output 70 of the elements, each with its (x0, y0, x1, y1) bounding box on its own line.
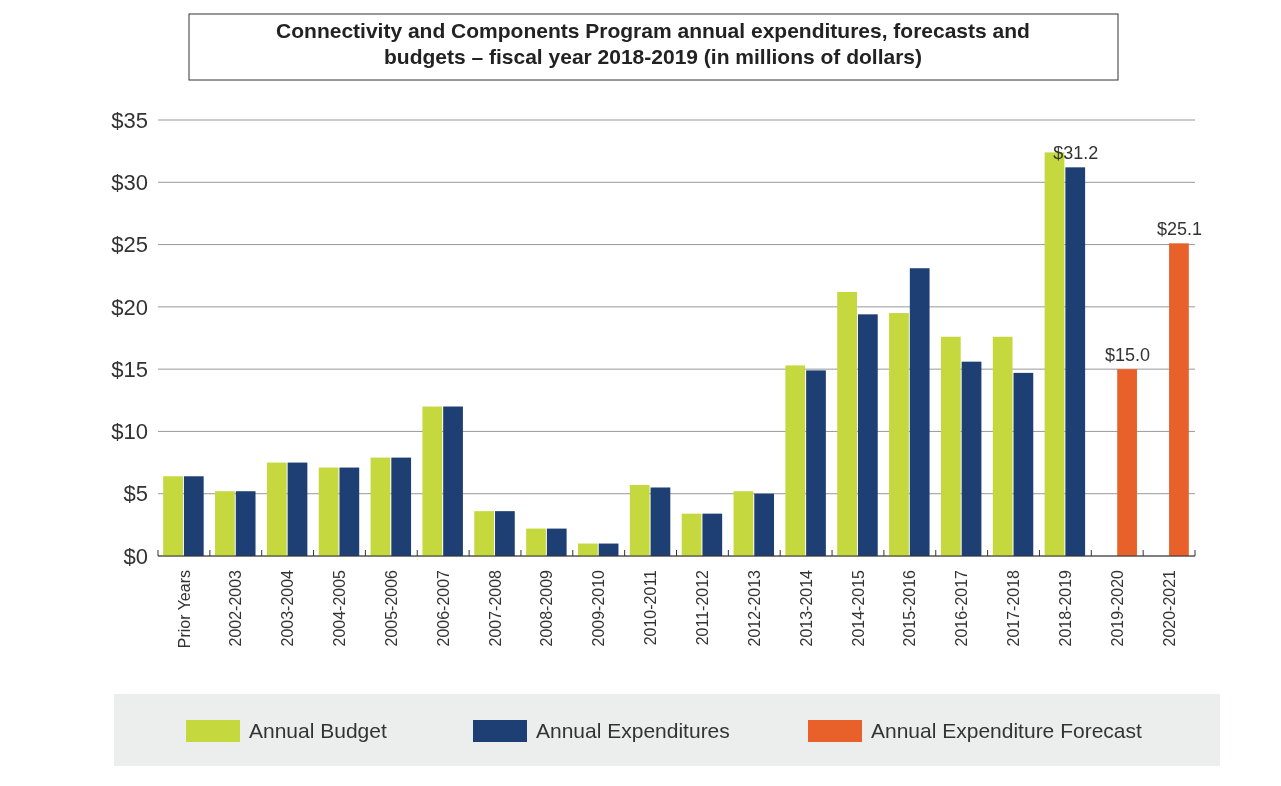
bar (785, 365, 806, 556)
x-tick-label: 2011-2012 (694, 569, 712, 646)
x-tick-label: 2012-2013 (745, 569, 763, 647)
bar (992, 336, 1013, 556)
bar (909, 268, 930, 556)
bar (857, 314, 878, 556)
bar (681, 513, 702, 556)
bar (215, 491, 235, 556)
y-tick-label: $20 (111, 294, 148, 320)
x-tick-label: Prior Years (175, 570, 193, 649)
bar (391, 457, 412, 556)
y-tick-label: $15 (111, 356, 148, 382)
legend-label: Annual Expenditures (536, 719, 730, 743)
y-tick-label: $10 (111, 419, 148, 445)
x-tick-label: 2002-2003 (227, 569, 245, 647)
x-tick-label: 2003-2004 (279, 569, 297, 647)
bar (961, 361, 982, 556)
bar (806, 370, 826, 556)
bar (495, 511, 515, 556)
y-tick-label: $25 (111, 232, 148, 258)
bar (163, 476, 183, 556)
y-tick-label: $0 (123, 543, 148, 569)
bar (422, 406, 443, 556)
bar (1117, 369, 1137, 556)
data-label: $15.0 (1105, 345, 1151, 366)
x-tick-label: 2004-2005 (331, 569, 349, 647)
y-tick-label: $30 (111, 169, 148, 195)
legend-label: Annual Budget (249, 719, 387, 743)
x-tick-label: 2005-2006 (382, 569, 400, 647)
x-tick-label: 2006-2007 (434, 569, 452, 647)
x-tick-label: 2014-2015 (849, 569, 867, 647)
bar (1169, 243, 1189, 556)
x-tick-label: 2015-2016 (901, 569, 919, 647)
bar (702, 513, 723, 556)
bar (733, 491, 754, 556)
data-label: $25.1 (1156, 219, 1202, 240)
bar (650, 487, 671, 556)
x-tick-label: 2010-2011 (642, 569, 660, 646)
bar (474, 511, 495, 556)
bar (629, 484, 650, 556)
y-tick-label: $35 (111, 107, 148, 133)
bar (266, 462, 287, 556)
x-tick-label: 2009-2010 (590, 569, 608, 647)
x-tick-label: 2008-2009 (538, 569, 556, 647)
y-tick-label: $5 (123, 481, 148, 507)
x-tick-label: 2016-2017 (953, 569, 971, 647)
bar (889, 313, 909, 556)
x-tick-label: 2019-2020 (1108, 569, 1126, 647)
bar (287, 462, 308, 556)
x-tick-label: 2017-2018 (1005, 569, 1023, 647)
bar (526, 528, 546, 556)
x-tick-label: 2013-2014 (797, 569, 815, 647)
bar (318, 467, 339, 556)
bar (183, 476, 204, 556)
x-tick-label: 2007-2008 (486, 569, 504, 647)
bar (1013, 372, 1034, 556)
x-tick-label: 2018-2019 (1056, 569, 1074, 647)
bar (235, 491, 256, 556)
bar (940, 336, 961, 556)
bar (1065, 167, 1086, 556)
data-label: $31.2 (1053, 143, 1099, 164)
bar (339, 467, 360, 556)
bar (443, 406, 463, 556)
x-tick-label: 2020-2021 (1160, 569, 1178, 647)
bar (837, 291, 857, 556)
bar (754, 493, 775, 556)
legend-label: Annual Expenditure Forecast (871, 719, 1142, 743)
chart-title: Connectivity and Components Program annual expenditures, forecasts and budgets – fiscal year 2018-2019 (in millions of dollars) (276, 19, 1030, 68)
bar (370, 457, 391, 556)
bar (546, 528, 567, 556)
